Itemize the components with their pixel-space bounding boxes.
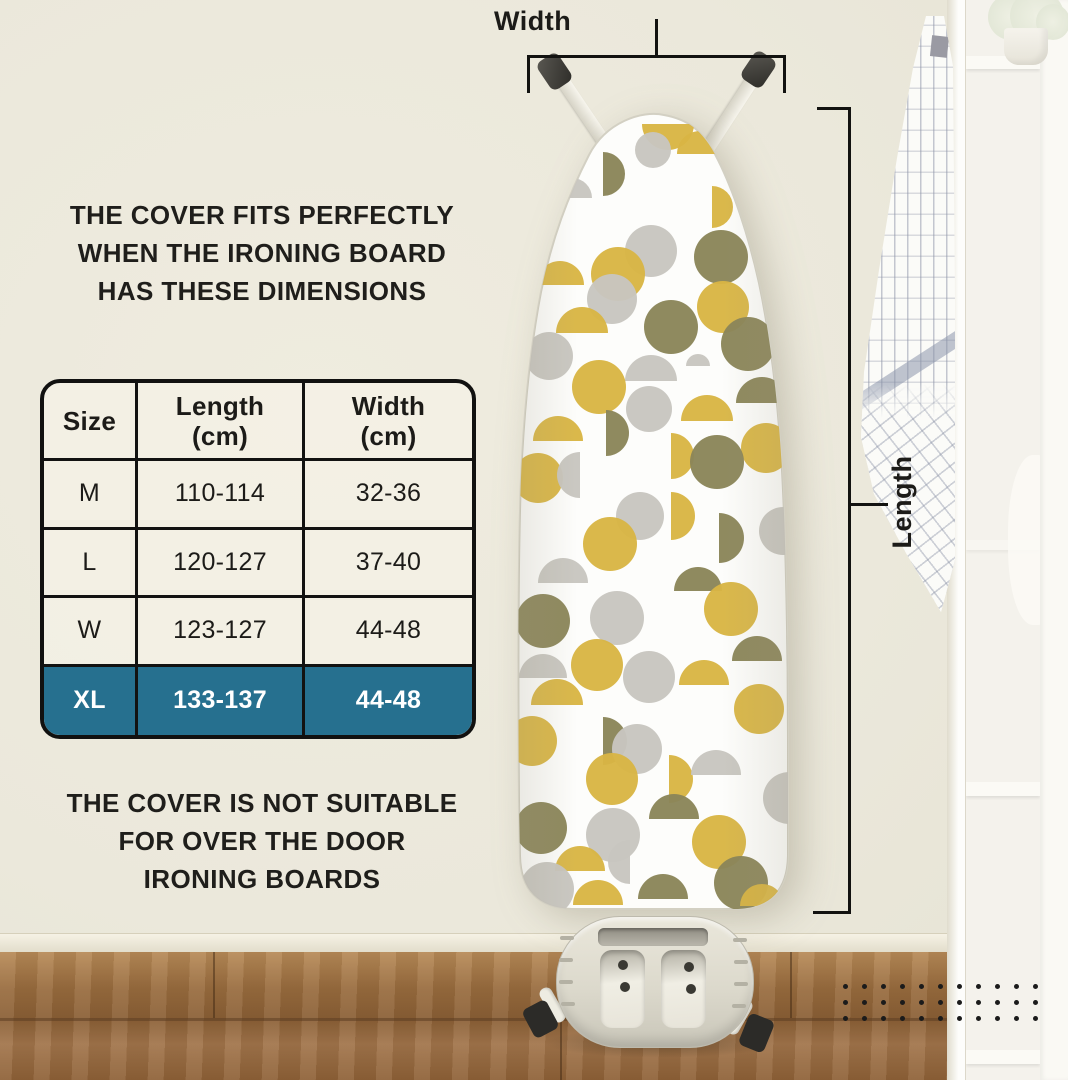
headline-line: HAS THESE DIMENSIONS — [97, 276, 427, 306]
dot-grid-decoration — [843, 984, 1038, 1021]
floor-plank-seam — [0, 1018, 947, 1021]
width-bracket-tick-left — [527, 55, 530, 93]
decor-dot — [843, 984, 848, 989]
length-bracket-tick-mid — [848, 503, 888, 506]
size-table-cell-w-0: W — [44, 598, 138, 667]
footnote-line: FOR OVER THE DOOR — [118, 826, 406, 856]
decor-dot — [1033, 1000, 1038, 1005]
width-label: Width — [494, 6, 572, 36]
decor-dot — [919, 984, 924, 989]
base-screw — [686, 984, 696, 994]
length-bracket-tick-top — [817, 107, 851, 110]
decor-dot — [1014, 1016, 1019, 1021]
size-table-cell-m-2: 32-36 — [305, 461, 472, 530]
decor-dot — [900, 1000, 905, 1005]
decor-dot — [1033, 984, 1038, 989]
board-cover-shape — [517, 113, 789, 910]
table-header-length: Length (cm) — [138, 383, 305, 461]
shelf-divider — [966, 540, 1040, 550]
decor-dot — [881, 984, 886, 989]
footnote-line: IRONING BOARDS — [143, 864, 381, 894]
decor-dot — [976, 1000, 981, 1005]
decor-dot — [843, 1016, 848, 1021]
decor-dot — [862, 1016, 867, 1021]
size-table-cell-l-0: L — [44, 529, 138, 598]
floor-plank-seam — [560, 1021, 562, 1080]
size-table-cell-xl-2: 44-48 — [305, 666, 472, 735]
decor-dot — [1014, 1000, 1019, 1005]
shelf-divider — [966, 782, 1040, 796]
size-table-cell-l-2: 37-40 — [305, 530, 472, 598]
width-bracket-tick-right — [783, 55, 786, 93]
decor-dot — [957, 1000, 962, 1005]
base-ridge — [732, 1004, 746, 1008]
base-ridge — [561, 1002, 575, 1006]
skirting-board — [0, 933, 947, 953]
footnote: THE COVER IS NOT SUITABLE FOR OVER THE D… — [15, 784, 509, 898]
table-header-size: Size — [44, 383, 138, 461]
base-ridge — [734, 960, 748, 964]
decor-dot — [995, 1000, 1000, 1005]
size-table-cell-l-1: 120-127 — [138, 529, 305, 598]
length-bracket-tick-bottom — [813, 911, 851, 914]
shelf-divider — [966, 1050, 1040, 1064]
decor-dot — [976, 984, 981, 989]
base-ridge — [733, 938, 747, 942]
headline-line: THE COVER FITS PERFECTLY — [69, 200, 455, 230]
decor-dot — [957, 984, 962, 989]
decor-dot — [843, 1000, 848, 1005]
table-header-width: Width (cm) — [305, 383, 472, 461]
board-leg-left — [550, 66, 657, 216]
decor-dot — [1014, 984, 1019, 989]
decor-dot — [919, 1000, 924, 1005]
size-table-cell-w-1: 123-127 — [138, 598, 305, 667]
size-table: Size Length (cm) Width (cm) M 110-114 32-3… — [40, 379, 476, 739]
towel-tag — [929, 35, 950, 58]
decor-dot — [957, 1016, 962, 1021]
headline: THE COVER FITS PERFECTLY WHEN THE IRONIN… — [15, 196, 509, 310]
length-bracket-line — [848, 107, 851, 914]
decor-dot — [976, 1016, 981, 1021]
base-ridge — [560, 936, 574, 940]
decor-dot — [995, 1016, 1000, 1021]
shelf-unit-frame — [1040, 0, 1068, 1080]
decor-dot — [1033, 1016, 1038, 1021]
decor-dot — [881, 1016, 886, 1021]
decor-dot — [900, 1016, 905, 1021]
base-opening-right — [661, 950, 706, 1028]
decor-dot — [881, 1000, 886, 1005]
base-screw — [618, 960, 628, 970]
size-table-cell-m-0: M — [44, 461, 138, 530]
decor-dot — [938, 1000, 943, 1005]
decor-dot — [938, 1016, 943, 1021]
wood-floor — [0, 952, 947, 1080]
base-screw — [684, 962, 694, 972]
width-bracket-stem — [655, 19, 658, 58]
base-ridge — [559, 980, 573, 984]
headline-line: WHEN THE IRONING BOARD — [77, 238, 447, 268]
cover-polka-pattern — [518, 113, 788, 909]
decor-dot — [938, 984, 943, 989]
length-label: Length — [887, 455, 917, 549]
floor-plank-seam — [790, 952, 792, 1018]
board-leg-right — [661, 64, 766, 215]
base-metal-bar — [598, 928, 708, 946]
decor-dot — [862, 984, 867, 989]
footnote-line: THE COVER IS NOT SUITABLE — [66, 788, 458, 818]
floor-plank-seam — [213, 952, 215, 1018]
decor-dot — [995, 984, 1000, 989]
size-table-cell-w-2: 44-48 — [305, 598, 472, 667]
decor-dot — [862, 1000, 867, 1005]
size-table-cell-xl-1: 133-137 — [138, 666, 305, 735]
plant-pot — [1004, 28, 1048, 65]
base-screw — [620, 982, 630, 992]
size-table-cell-xl-0: XL — [44, 666, 138, 735]
base-ridge — [734, 982, 748, 986]
decor-dot — [919, 1016, 924, 1021]
decor-dot — [900, 984, 905, 989]
size-table-cell-m-1: 110-114 — [138, 461, 305, 530]
base-ridge — [559, 958, 573, 962]
